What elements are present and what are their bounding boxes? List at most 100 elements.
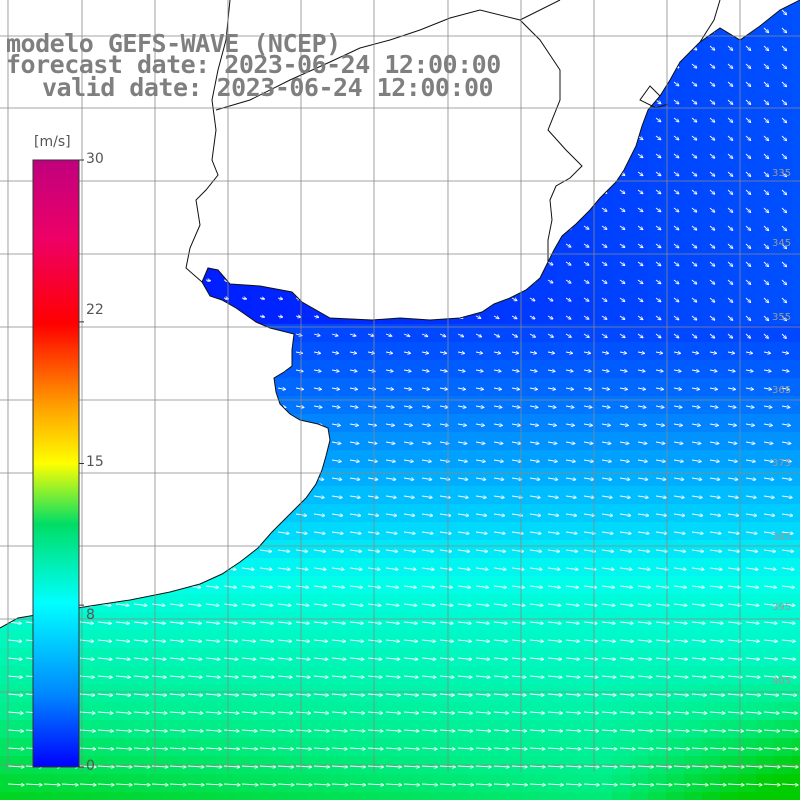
wind-speed-cell	[720, 54, 739, 73]
wind-speed-cell	[162, 774, 181, 793]
wind-speed-cell	[756, 738, 775, 757]
wind-speed-cell	[666, 594, 685, 613]
wind-speed-cell	[432, 450, 451, 469]
wind-speed-cell	[540, 648, 559, 667]
wind-speed-cell	[288, 738, 307, 757]
wind-speed-cell	[720, 648, 739, 667]
wind-vector	[763, 135, 769, 140]
wind-speed-cell	[720, 540, 739, 559]
wind-speed-cell	[576, 378, 595, 397]
wind-speed-cell	[504, 306, 523, 325]
wind-vector	[727, 315, 733, 320]
wind-vector	[601, 388, 609, 389]
wind-vector	[295, 406, 304, 407]
colorbar-tick-label: 30	[86, 151, 104, 167]
wind-speed-cell	[702, 504, 721, 523]
wind-vector	[583, 243, 589, 247]
wind-speed-cell	[630, 666, 649, 685]
wind-speed-cell	[486, 630, 505, 649]
wind-speed-cell	[720, 630, 739, 649]
wind-speed-cell	[468, 432, 487, 451]
wind-speed-cell	[450, 324, 469, 343]
wind-speed-cell	[540, 396, 559, 415]
wind-vector	[691, 225, 697, 230]
wind-vector	[475, 406, 484, 407]
wind-vector	[619, 478, 630, 480]
wind-speed-cell	[450, 720, 469, 739]
wind-speed-cell	[702, 378, 721, 397]
wind-speed-cell	[522, 720, 541, 739]
wind-speed-cell	[774, 594, 793, 613]
wind-speed-cell	[648, 738, 667, 757]
wind-speed-cell	[468, 576, 487, 595]
wind-speed-cell	[468, 468, 487, 487]
wind-speed-cell	[180, 630, 199, 649]
wind-speed-cell	[774, 522, 793, 541]
wind-vector	[493, 460, 503, 462]
wind-speed-cell	[522, 792, 541, 800]
wind-speed-cell	[702, 306, 721, 325]
wind-speed-cell	[774, 162, 793, 181]
wind-vector	[691, 207, 697, 212]
wind-vector	[781, 81, 786, 87]
wind-speed-cell	[684, 468, 703, 487]
wind-vector	[637, 225, 643, 230]
wind-speed-cell	[252, 666, 271, 685]
wind-vector	[457, 424, 466, 425]
wind-speed-cell	[468, 342, 487, 361]
wind-speed-cell	[774, 252, 793, 271]
wind-vector	[655, 261, 661, 266]
wind-vector	[691, 171, 697, 176]
wind-speed-cell	[198, 774, 217, 793]
wind-speed-cell	[576, 720, 595, 739]
wind-vector	[763, 117, 769, 122]
wind-speed-cell	[414, 486, 433, 505]
wind-speed-cell	[486, 378, 505, 397]
wind-speed-cell	[756, 702, 775, 721]
wind-vector	[673, 225, 679, 230]
wind-vector	[655, 442, 665, 444]
wind-vector	[709, 333, 715, 338]
wind-vector	[439, 442, 449, 444]
wind-speed-cell	[720, 378, 739, 397]
wind-speed-cell	[180, 774, 199, 793]
wind-vector	[547, 315, 553, 319]
wind-speed-cell	[756, 270, 775, 289]
wind-speed-cell	[792, 486, 800, 505]
wind-speed-cell	[198, 630, 217, 649]
wind-speed-cell	[738, 306, 757, 325]
wind-speed-cell	[504, 720, 523, 739]
wind-vector	[313, 334, 320, 336]
wind-speed-cell	[774, 792, 793, 800]
wind-speed-cell	[126, 648, 145, 667]
wind-speed-cell	[468, 522, 487, 541]
wind-vector	[781, 352, 788, 353]
wind-speed-cell	[414, 522, 433, 541]
wind-vector	[619, 352, 626, 353]
wind-speed-cell	[396, 738, 415, 757]
wind-speed-cell	[576, 270, 595, 289]
lat-label: 385	[772, 532, 792, 543]
wind-vector	[349, 478, 360, 480]
wind-speed-cell	[180, 648, 199, 667]
wind-speed-cell	[720, 792, 739, 800]
wind-speed-cell	[396, 540, 415, 559]
wind-speed-cell	[684, 558, 703, 577]
wind-speed-cell	[648, 306, 667, 325]
wind-vector	[727, 333, 732, 338]
wind-vector	[313, 316, 319, 317]
wind-vector	[709, 261, 715, 266]
wind-speed-cell	[756, 414, 775, 433]
wind-speed-cell	[540, 342, 559, 361]
wind-vector	[475, 333, 481, 337]
wind-speed-cell	[324, 324, 343, 343]
wind-speed-cell	[666, 126, 685, 145]
wind-speed-cell	[666, 90, 685, 109]
lat-label: 355	[772, 312, 792, 323]
wind-vector	[511, 333, 517, 337]
wind-vector	[565, 478, 576, 480]
wind-speed-cell	[144, 630, 163, 649]
wind-speed-cell	[288, 684, 307, 703]
wind-vector	[547, 388, 555, 389]
